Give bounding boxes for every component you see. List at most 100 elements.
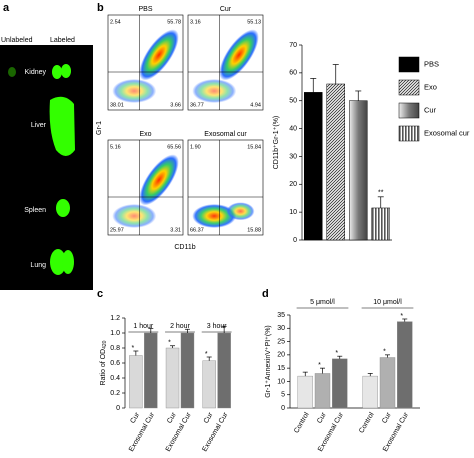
column-label: Labeled <box>50 37 75 44</box>
y-tick-label: 35 <box>277 312 285 319</box>
x-tick-label: Cur <box>203 411 215 425</box>
density-cloud <box>219 29 259 81</box>
quadrant-value: 2.54 <box>110 19 121 25</box>
y-tick-label: 50 <box>289 98 297 105</box>
y-tick-label: 0 <box>293 237 297 244</box>
error-bar <box>337 355 343 359</box>
error-bar <box>332 64 339 84</box>
x-tick-label: Cur <box>129 411 141 425</box>
density-cloud <box>112 79 157 103</box>
organ-unlabeled <box>8 67 16 77</box>
flow-title: PBS <box>138 6 152 13</box>
y-axis-label-sub: 420 <box>102 340 108 349</box>
legend-label: PBS <box>424 59 439 68</box>
group-label: 2 hour <box>170 323 191 330</box>
y-tick-label: 10 <box>277 378 285 385</box>
axis-label: Gr-1 <box>96 121 103 135</box>
annotation: ** <box>378 190 384 197</box>
y-tick-label: 0 <box>116 405 120 412</box>
annotation: * <box>400 313 403 320</box>
error-bar <box>184 328 190 333</box>
quadrant-value: 66.37 <box>190 227 204 233</box>
quadrant-value: 55.78 <box>167 19 181 25</box>
y-tick-label: 70 <box>289 42 297 49</box>
x-tick-label: Control <box>358 411 376 434</box>
axis-label: CD11b <box>174 244 195 251</box>
y-tick-label: 0.2 <box>110 390 120 397</box>
density-cloud <box>192 79 237 103</box>
error-bar <box>148 328 154 333</box>
y-axis-label: Ratio of OD420 <box>100 340 108 385</box>
legend-swatch <box>398 56 420 73</box>
quadrant-value: 65.56 <box>167 144 181 150</box>
x-tick-label: Cur <box>166 411 178 425</box>
x-tick-label: Cur <box>381 411 393 425</box>
flow-density <box>192 202 255 228</box>
group-label: 10 μmol/l <box>373 299 402 306</box>
y-tick-label: 5 <box>281 392 285 399</box>
flow-title: Exo <box>139 131 151 138</box>
error-bar <box>310 78 317 93</box>
y-tick-label: 20 <box>289 181 297 188</box>
y-tick-label: 30 <box>289 153 297 160</box>
bar <box>379 357 396 409</box>
bar <box>129 355 143 409</box>
y-axis-label: Gr-1⁺AnnexinV⁺PI⁺(%) <box>265 325 272 398</box>
density-cloud <box>226 202 255 221</box>
bar <box>180 332 195 409</box>
panel-letter: b <box>97 2 104 14</box>
flow-density <box>112 154 179 228</box>
y-tick-label: 30 <box>277 325 285 332</box>
organ-label: Liver <box>31 122 47 129</box>
bar <box>371 207 390 241</box>
quadrant-value: 15.84 <box>247 144 261 150</box>
panel-letter: c <box>97 288 103 300</box>
quadrant-value: 25.97 <box>110 227 124 233</box>
error-bar <box>221 325 227 333</box>
error-bar <box>385 354 390 358</box>
y-tick-label: 20 <box>277 352 285 359</box>
bar <box>362 375 378 409</box>
error-bar <box>320 367 325 374</box>
y-axis-label-main: Ratio of OD <box>100 349 107 386</box>
y-tick-label: 0 <box>281 405 285 412</box>
quadrant-value: 1.90 <box>190 144 201 150</box>
density-cloud <box>139 29 179 81</box>
y-tick-label: 10 <box>289 209 297 216</box>
y-tick-label: 60 <box>289 70 297 77</box>
y-tick-label: 0.6 <box>110 360 120 367</box>
error-bar <box>133 350 139 356</box>
bar <box>202 360 216 409</box>
panel-letter: d <box>262 288 269 300</box>
annotation: * <box>335 350 338 357</box>
error-bar <box>206 356 212 361</box>
bar <box>217 332 231 409</box>
x-tick-label: Cur <box>316 411 328 425</box>
quadrant-value: 38.01 <box>110 102 124 108</box>
organ-fluorescence <box>49 64 75 275</box>
bar <box>314 373 331 409</box>
quadrant-value: 15.88 <box>247 227 261 233</box>
column-label: Unlabeled <box>1 37 33 44</box>
bar <box>304 92 323 241</box>
y-axis-label: CD11b⁺Gr-1⁺(%) <box>273 116 280 170</box>
annotation: * <box>318 362 321 369</box>
annotation: * <box>205 351 208 358</box>
legend-label: Cur <box>424 105 437 114</box>
organ-image <box>0 45 93 290</box>
group-label: 1 hour <box>133 323 154 330</box>
flow-density <box>192 29 259 103</box>
quadrant-value: 55.13 <box>247 19 261 25</box>
group-label: 3 hour <box>207 323 228 330</box>
quadrant-value: 36.77 <box>190 102 204 108</box>
error-bar <box>367 373 373 377</box>
annotation: * <box>168 340 171 347</box>
flow-density <box>112 29 179 103</box>
bar <box>397 321 413 409</box>
organ-label: Lung <box>30 262 46 269</box>
quadrant-value: 5.16 <box>110 144 121 150</box>
annotation: * <box>383 349 386 356</box>
bar <box>165 347 180 409</box>
bar <box>144 332 158 409</box>
